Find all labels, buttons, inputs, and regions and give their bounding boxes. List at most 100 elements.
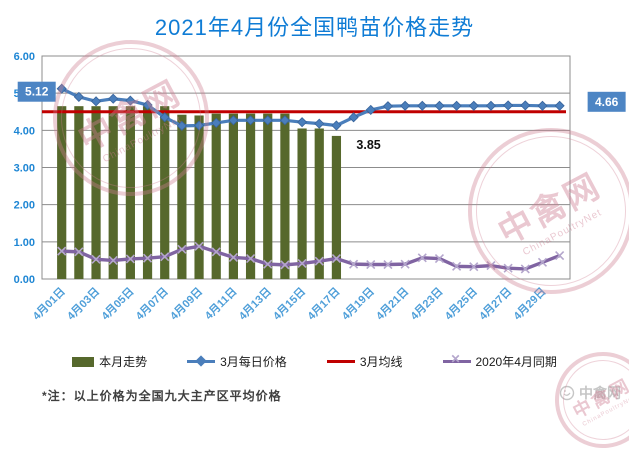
y-axis-tick-label: 1.00 xyxy=(14,237,35,249)
bar-april-day7 xyxy=(160,106,170,279)
data-label-box xyxy=(17,81,56,102)
diamond-marker xyxy=(485,100,497,111)
site-logo-text: 中禽网 xyxy=(579,385,621,401)
x-axis-tick-label: 4月03日 xyxy=(64,285,102,323)
diamond-marker xyxy=(520,100,531,111)
x-axis-tick-label: 4月01日 xyxy=(30,285,68,323)
diamond-marker xyxy=(365,104,376,115)
diamond-marker xyxy=(211,117,222,128)
x-axis-tick-label: 4月21日 xyxy=(373,285,411,323)
site-logo: 中禽网 xyxy=(559,383,621,403)
bar-april-day3 xyxy=(91,106,101,279)
diamond-marker xyxy=(451,100,462,111)
bar-april-day16 xyxy=(314,128,324,279)
diamond-marker xyxy=(142,99,153,111)
x-marker xyxy=(160,252,170,262)
bar-april-day10 xyxy=(211,113,221,279)
data-label-box xyxy=(587,91,626,112)
diamond-marker xyxy=(125,95,136,106)
x-axis-tick-label: 4月15日 xyxy=(270,285,308,323)
x-marker xyxy=(57,246,67,256)
diamond-marker xyxy=(417,100,428,111)
x-marker xyxy=(280,260,290,270)
diamond-marker xyxy=(434,100,445,111)
x-marker xyxy=(228,252,238,263)
bar-april-day4 xyxy=(108,106,118,279)
x-marker xyxy=(211,247,221,257)
diamond-marker xyxy=(90,96,102,107)
x-marker xyxy=(263,259,273,269)
legend-label: 2020年4月同期 xyxy=(475,355,557,369)
x-marker xyxy=(349,259,359,269)
data-label: 4.66 xyxy=(595,95,619,109)
y-axis-tick-label: 6.00 xyxy=(14,51,35,63)
x-marker xyxy=(417,253,427,263)
y-axis-tick-label: 4.00 xyxy=(14,125,35,137)
x-marker xyxy=(108,255,118,265)
x-marker xyxy=(537,257,548,267)
legend-x-line-icon xyxy=(442,352,471,366)
x-axis-tick-label: 4月29日 xyxy=(511,285,549,323)
bar-april-day2 xyxy=(74,106,84,279)
x-marker xyxy=(486,261,496,271)
diamond-marker xyxy=(193,120,205,131)
bar-april-day6 xyxy=(142,106,153,279)
x-marker xyxy=(297,258,307,268)
x-axis-tick-label: 4月11日 xyxy=(202,285,239,322)
x-marker xyxy=(555,251,565,261)
x-marker xyxy=(400,259,410,269)
diamond-marker xyxy=(468,100,479,111)
bar-april-day14 xyxy=(280,113,290,279)
x-marker xyxy=(366,259,376,270)
x-axis-tick-label: 4月07日 xyxy=(133,285,171,323)
legend-label: 本月走势 xyxy=(99,355,148,369)
x-marker xyxy=(434,253,445,264)
x-axis-tick-label: 4月23日 xyxy=(408,285,446,323)
diamond-marker xyxy=(503,100,514,111)
legend-label: 3月均线 xyxy=(359,355,403,369)
x-axis-tick-label: 4月25日 xyxy=(442,285,480,323)
footnote: *注：以上价格为全国九大主产区平均价格 xyxy=(42,389,282,403)
diamond-marker xyxy=(382,101,393,112)
diamond-marker xyxy=(159,112,170,123)
bar-april-day11 xyxy=(228,113,238,279)
data-label: 5.12 xyxy=(25,85,49,99)
diamond-marker xyxy=(279,115,290,126)
x-axis-tick-label: 4月13日 xyxy=(236,285,274,323)
diamond-marker xyxy=(297,117,308,128)
diamond-marker xyxy=(262,115,273,126)
bar-april-day8 xyxy=(177,114,187,280)
bird-icon xyxy=(559,385,575,401)
diamond-marker xyxy=(331,120,342,131)
legend-item-march-daily: 3月每日价格 xyxy=(187,353,287,370)
diamond-marker xyxy=(314,118,325,129)
diamond-marker xyxy=(73,91,84,102)
line-march-daily xyxy=(61,87,560,128)
x-marker xyxy=(520,264,530,274)
diamond-marker xyxy=(228,115,239,126)
x-marker xyxy=(194,241,204,251)
legend-item-current-month: 本月走势 xyxy=(72,353,147,370)
diamond-marker xyxy=(176,120,187,131)
y-axis-tick-label: 2.00 xyxy=(14,200,35,212)
diamond-marker xyxy=(348,112,359,123)
y-axis-tick-label: 0.00 xyxy=(14,274,35,286)
x-marker xyxy=(452,261,462,271)
bar-april-day15 xyxy=(297,128,307,279)
x-marker xyxy=(91,254,101,264)
x-marker xyxy=(74,247,84,257)
data-label: 3.85 xyxy=(356,138,380,152)
x-axis-tick-label: 4月05日 xyxy=(99,285,137,323)
bar-april-day12 xyxy=(245,113,256,279)
x-marker xyxy=(142,253,153,263)
line-2020-april xyxy=(61,244,561,271)
diamond-marker xyxy=(108,93,119,104)
bar-april-day17 xyxy=(331,135,342,279)
x-marker xyxy=(314,256,324,266)
bar-april-day13 xyxy=(263,113,273,279)
x-marker xyxy=(331,253,341,264)
legend-item-2020-period: 2020年4月同期 xyxy=(442,352,557,370)
chart-page: 2021年4月份全国鸭苗价格走势 6.005.004.003.002.001.0… xyxy=(0,0,629,415)
legend-diamond-line-icon xyxy=(187,360,216,363)
bar-april-day9 xyxy=(194,115,204,279)
